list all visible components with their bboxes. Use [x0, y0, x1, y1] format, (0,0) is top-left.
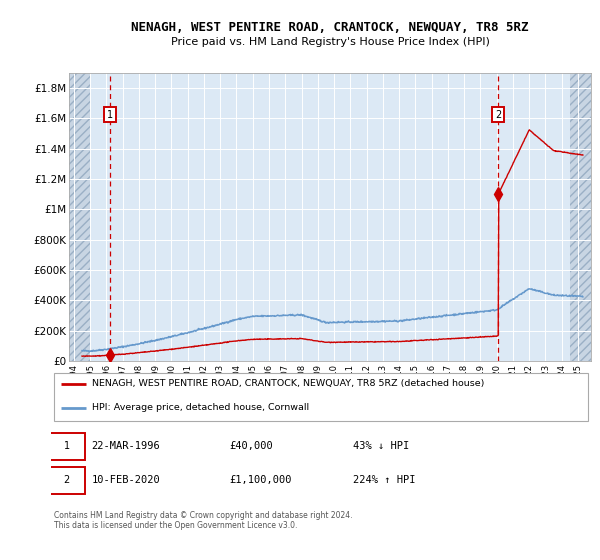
FancyBboxPatch shape — [49, 433, 85, 460]
Text: NENAGH, WEST PENTIRE ROAD, CRANTOCK, NEWQUAY, TR8 5RZ: NENAGH, WEST PENTIRE ROAD, CRANTOCK, NEW… — [131, 21, 529, 34]
Text: 1: 1 — [64, 441, 70, 451]
FancyBboxPatch shape — [54, 374, 588, 421]
FancyBboxPatch shape — [49, 467, 85, 494]
Text: Contains HM Land Registry data © Crown copyright and database right 2024.
This d: Contains HM Land Registry data © Crown c… — [54, 511, 352, 530]
Text: HPI: Average price, detached house, Cornwall: HPI: Average price, detached house, Corn… — [91, 403, 308, 412]
Text: 10-FEB-2020: 10-FEB-2020 — [91, 475, 160, 486]
Text: NENAGH, WEST PENTIRE ROAD, CRANTOCK, NEWQUAY, TR8 5RZ (detached house): NENAGH, WEST PENTIRE ROAD, CRANTOCK, NEW… — [91, 379, 484, 388]
Text: 43% ↓ HPI: 43% ↓ HPI — [353, 441, 410, 451]
Text: £40,000: £40,000 — [229, 441, 273, 451]
Text: 22-MAR-1996: 22-MAR-1996 — [91, 441, 160, 451]
Bar — [570, 73, 591, 361]
Text: 1: 1 — [107, 110, 113, 120]
Text: Price paid vs. HM Land Registry's House Price Index (HPI): Price paid vs. HM Land Registry's House … — [170, 37, 490, 47]
Text: 2: 2 — [64, 475, 70, 486]
Text: 224% ↑ HPI: 224% ↑ HPI — [353, 475, 416, 486]
Text: £1,100,000: £1,100,000 — [229, 475, 292, 486]
Bar — [69, 73, 90, 361]
Bar — [69, 73, 90, 361]
Bar — [570, 73, 591, 361]
Text: 2: 2 — [495, 110, 502, 120]
